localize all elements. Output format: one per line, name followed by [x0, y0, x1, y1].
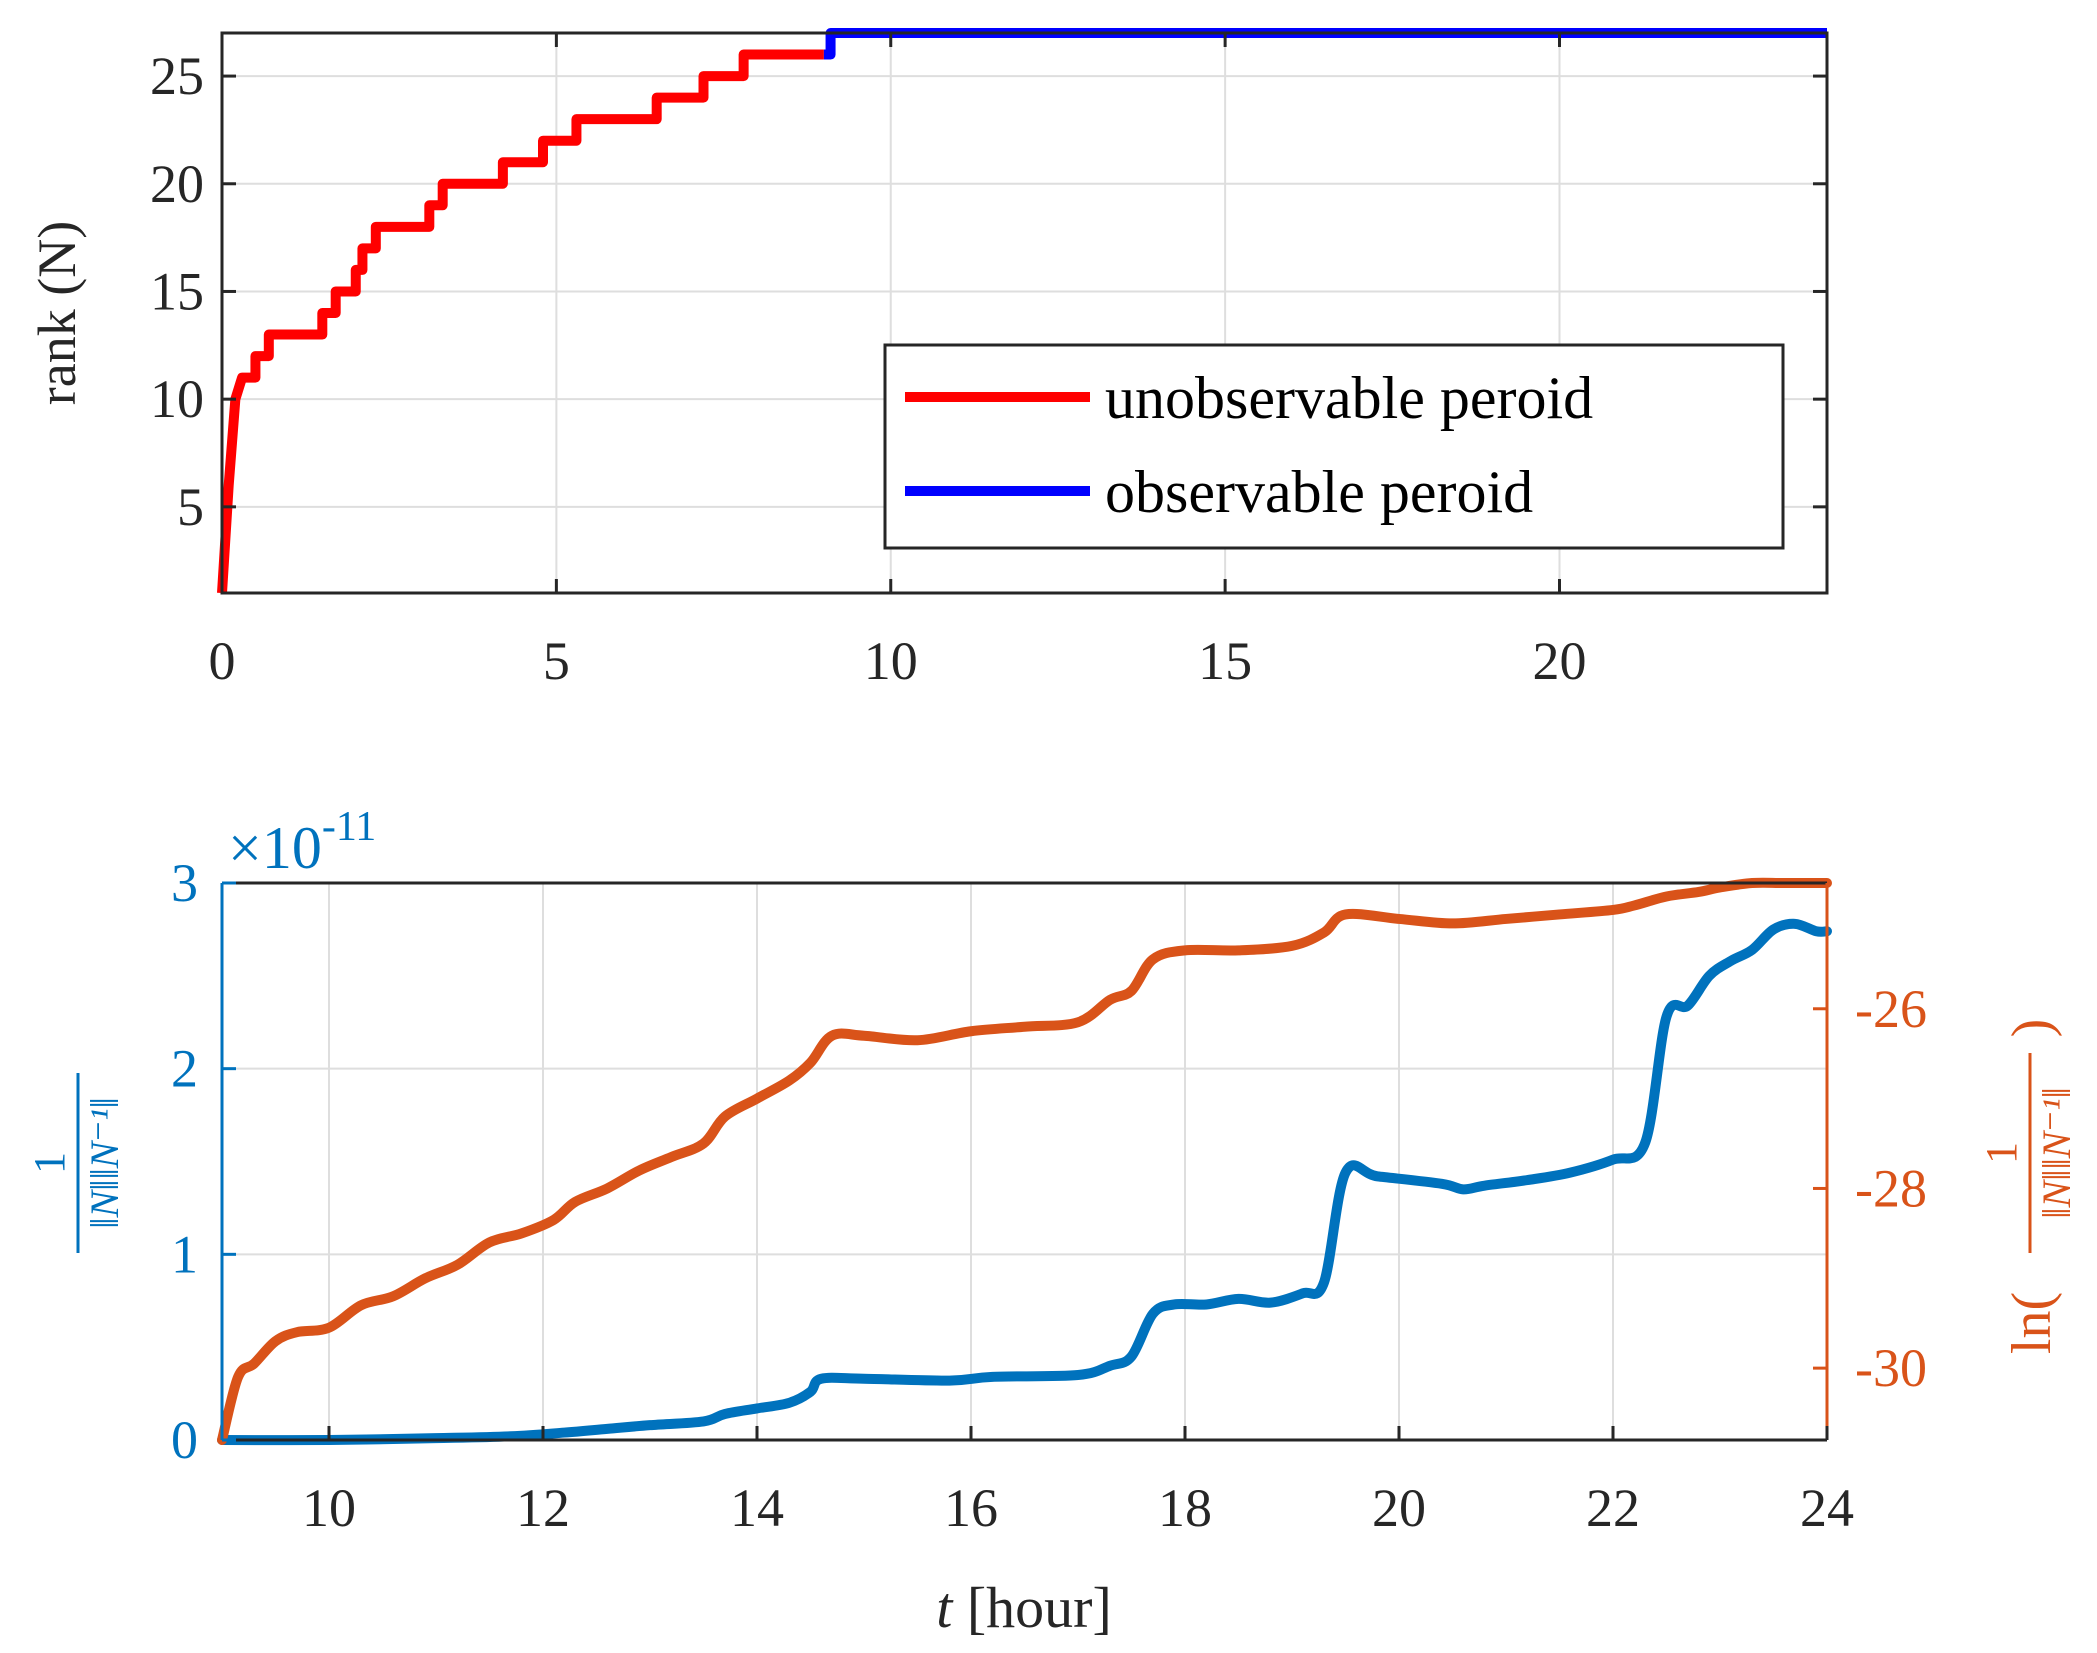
x-label-space [952, 1575, 967, 1640]
left-y-tick-label: 0 [171, 1410, 198, 1470]
bottom-x-tick-label: 22 [1586, 1478, 1640, 1538]
left-label-denominator: ‖N‖‖N⁻¹‖ [82, 1097, 127, 1228]
legend-box [883, 343, 1785, 550]
bottom-x-tick-label: 14 [730, 1478, 784, 1538]
bottom-grid [222, 883, 1827, 1440]
bottom-x-tick-label: 12 [516, 1478, 570, 1538]
right-label-prefix: ln( [2001, 1292, 2063, 1354]
bottom-series-line-left [217, 918, 1832, 1446]
bottom-series-group [217, 877, 1832, 1446]
top-x-tick-label: 5 [543, 631, 570, 691]
top-x-tick-label: 0 [209, 631, 236, 691]
bottom-x-tick-label: 10 [302, 1478, 356, 1538]
left-y-axis-label: 1 ‖N‖‖N⁻¹‖ [25, 1073, 127, 1253]
bottom-x-tick-label: 24 [1800, 1478, 1854, 1538]
bottom-x-tick-label: 16 [944, 1478, 998, 1538]
legend-label-observable: observable peroid [1105, 459, 1533, 525]
bottom-x-tick-label: 20 [1372, 1478, 1426, 1538]
top-chart: 0 5 10 15 20 5 10 15 20 25 rank (N) unobservable … [27, 28, 1829, 691]
right-y-tick-label: -28 [1855, 1158, 1927, 1218]
top-x-tick-label: 15 [1198, 631, 1252, 691]
right-y-tick-label: -30 [1855, 1338, 1927, 1398]
left-y-tick-label: 1 [171, 1224, 198, 1284]
left-y-tick-label: 3 [171, 853, 198, 913]
top-y-tick-label: 20 [150, 154, 204, 214]
bottom-series-line-right [217, 877, 1832, 1445]
x-label-unit: [hour] [967, 1575, 1112, 1640]
legend-label-unobservable: unobservable peroid [1105, 365, 1593, 431]
top-y-tick-label: 10 [150, 369, 204, 429]
left-y-tick-label: 2 [171, 1039, 198, 1099]
x-label-var: t [936, 1575, 954, 1640]
left-label-numerator: 1 [25, 1152, 74, 1174]
top-y-axis-label: rank (N) [27, 221, 87, 405]
top-axes-box [220, 31, 1829, 595]
top-y-tick-label: 25 [150, 46, 204, 106]
top-y-tick-label: 5 [177, 477, 204, 537]
bottom-x-axis-label: t [hour] [936, 1575, 1112, 1640]
top-series-line-observable [823, 28, 1827, 60]
exponent-power: -11 [322, 804, 376, 850]
top-x-tick-label: 10 [864, 631, 918, 691]
top-x-tick-label: 20 [1533, 631, 1587, 691]
right-y-tick-label: -26 [1855, 979, 1927, 1039]
top-series-line-unobservable [217, 49, 824, 594]
right-label-suffix: ) [2001, 1019, 2063, 1038]
right-label-numerator: 1 [1977, 1142, 2026, 1164]
right-y-axis-label: ln( 1 ‖N‖‖N⁻¹‖ ) [1977, 1019, 2079, 1354]
top-legend: unobservable peroid observable peroid [883, 343, 1785, 550]
top-y-tick-label: 15 [150, 261, 204, 321]
right-label-denominator: ‖N‖‖N⁻¹‖ [2034, 1087, 2079, 1218]
left-axis-exponent: ×10-11 [228, 804, 376, 881]
top-ticks: 0 5 10 15 20 5 10 15 20 25 [150, 33, 1827, 691]
exponent-prefix: ×10 [228, 815, 322, 881]
bottom-x-tick-label: 18 [1158, 1478, 1212, 1538]
